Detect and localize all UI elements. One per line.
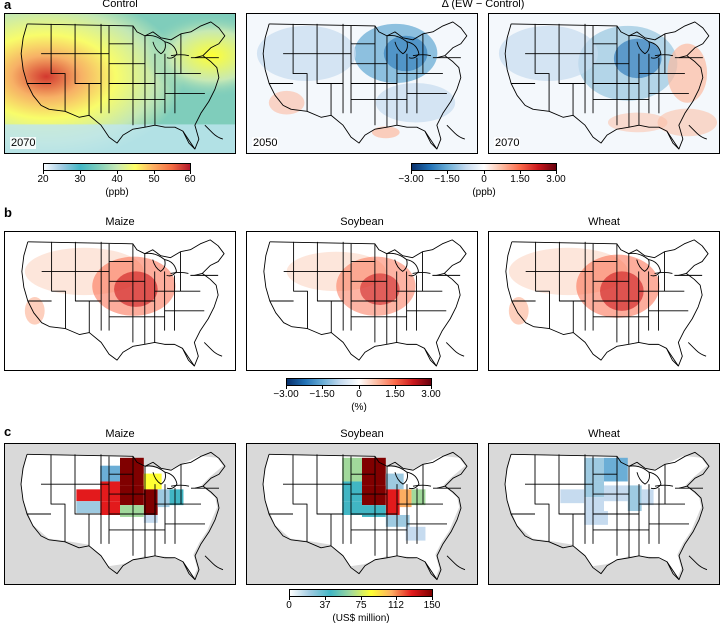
map-value-wheat [488,443,720,585]
colorbar-tick-label: −3.00 [398,174,424,185]
colorbar-tick-label: −3.00 [273,389,299,400]
colorbar-tick-label: 150 [423,600,441,611]
colorbar-gradient [411,163,557,171]
colorbar-unit: (US$ million) [332,613,390,624]
map-title-maize: Maize [105,216,135,228]
colorbar-yield: −3.00 −1.50 0 1.50 3.00 (%) [273,378,441,414]
colorbar-unit: (ppb) [105,187,129,198]
map-title-maize-value: Maize [105,428,135,440]
colorbar-tick-label: 0 [286,600,292,611]
colorbar-unit: (%) [351,402,367,413]
colorbar-tick-label: 60 [184,174,196,185]
colorbar-control: 20 30 40 50 60 (ppb) [37,163,196,199]
colorbar-gradient [43,163,191,171]
map-title-control: Control [102,0,138,10]
colorbar-tick-label: 37 [319,600,331,611]
panel-letter-b: b [4,205,12,220]
map-title-wheat-value: Wheat [588,428,620,440]
colorbar-tick-label: 112 [388,600,404,611]
year-label: 2050 [252,137,279,149]
map-title-soybean: Soybean [340,216,384,228]
map-title-wheat: Wheat [588,216,620,228]
colorbar-gradient [286,378,432,386]
colorbar-tick-label: 75 [355,600,367,611]
colorbar-tick-label: 3.00 [421,389,441,400]
map-yield-soybean [246,231,478,371]
map-yield-maize [4,231,236,371]
panel-letter-a: a [4,0,12,12]
map-delta-2070: 2070 [488,13,720,154]
map-title-soybean-value: Soybean [340,428,384,440]
map-value-soybean [246,443,478,585]
colorbar-tick-label: 20 [37,174,49,185]
colorbar-tick-label: 3.00 [546,174,566,185]
colorbar-tick-label: 0 [481,174,487,185]
colorbar-unit: (ppb) [472,187,496,198]
colorbar-tick-label: 1.50 [510,174,530,185]
colorbar-tick-label: 30 [74,174,86,185]
colorbar-tick-label: 1.50 [385,389,405,400]
colorbar-tick-label: −1.50 [434,174,460,185]
colorbar-value: 0 37 75 112 150 (US$ million) [286,589,440,625]
map-value-maize [4,443,236,585]
colorbar-gradient [289,589,433,597]
colorbar-tick-label: 40 [111,174,123,185]
year-label: 2070 [494,137,521,149]
colorbar-tick-label: 50 [148,174,160,185]
colorbar-tick-label: 0 [356,389,362,400]
map-delta-2050: 2050 [246,13,478,154]
colorbar-tick-label: −1.50 [309,389,335,400]
colorbar-delta: −3.00 −1.50 0 1.50 3.00 (ppb) [398,163,566,199]
map-title-delta: Δ (EW − Control) [441,0,525,10]
year-label: 2070 [10,137,37,149]
map-yield-wheat [488,231,720,371]
map-control-2070: 2070 [4,13,236,154]
panel-letter-c: c [4,424,12,439]
